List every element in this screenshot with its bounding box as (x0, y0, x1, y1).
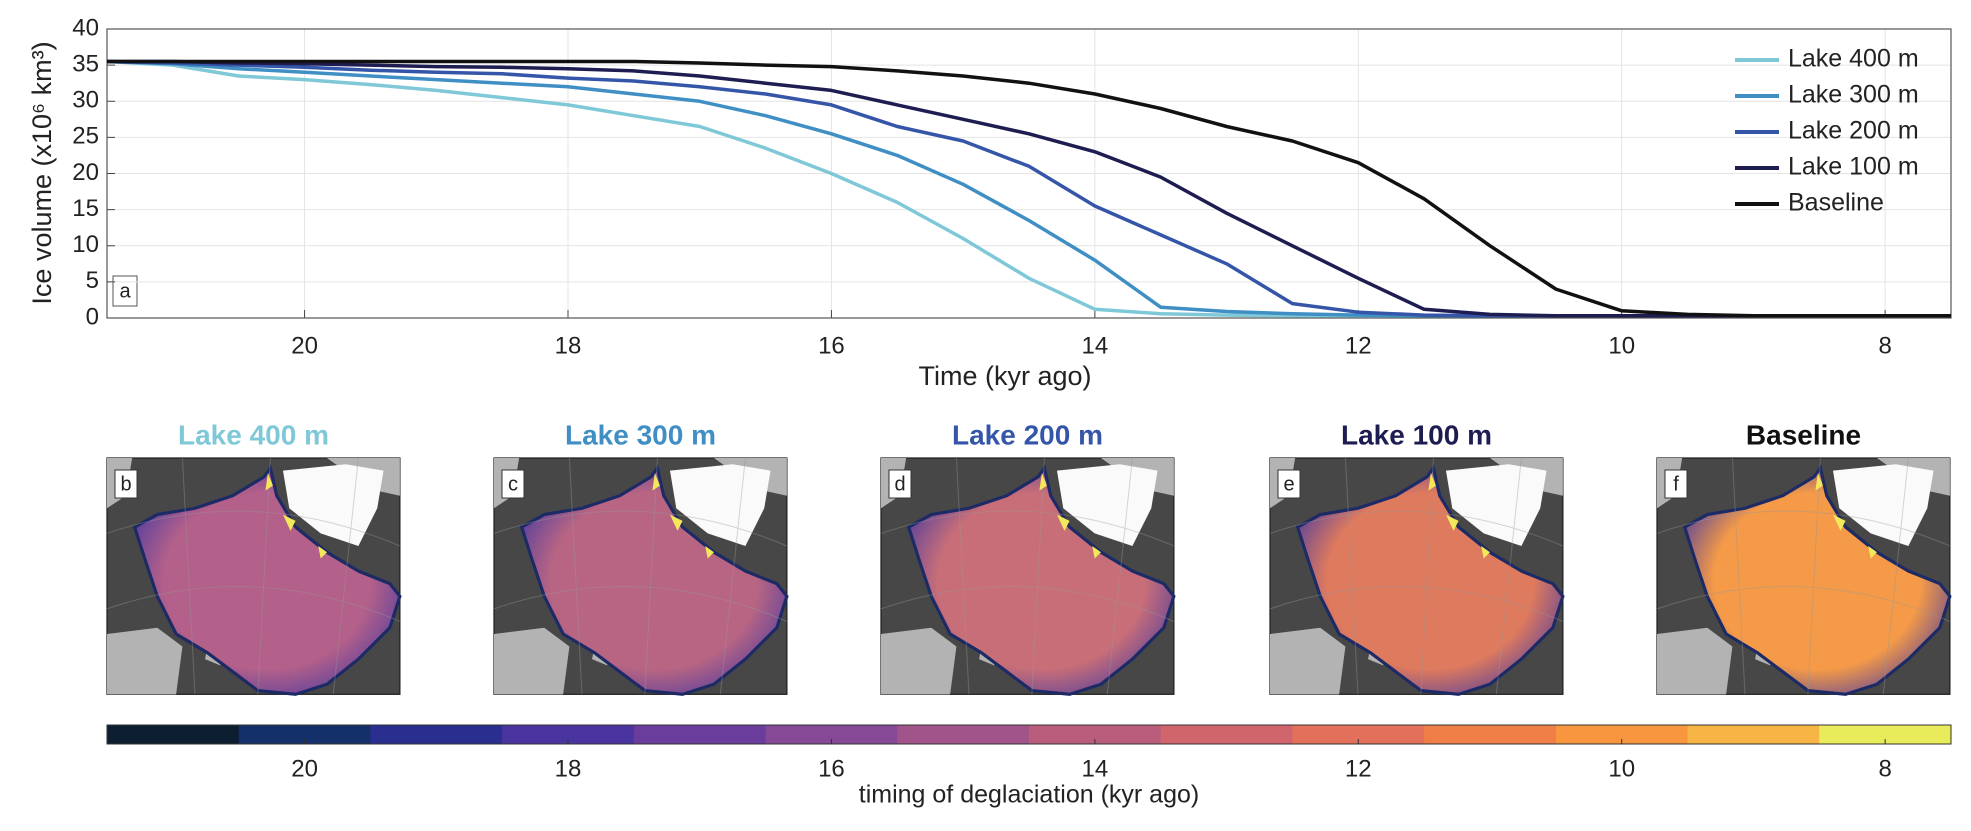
panel-label: a (119, 280, 131, 302)
x-tick-label: 14 (1082, 332, 1109, 359)
map-letter: b (120, 473, 131, 495)
colorbar-segment (897, 725, 1030, 744)
ice-sheet (1295, 464, 1565, 696)
x-tick-label: 16 (818, 332, 845, 359)
map-title: Lake 200 m (952, 419, 1103, 450)
y-tick-label: 0 (86, 303, 99, 330)
map-letter-box (1664, 469, 1688, 499)
colorbar-frame (106, 724, 1952, 745)
colorbar-tick-label: 10 (1608, 755, 1635, 782)
map-letter-box (888, 469, 912, 499)
colorbar-tick-label: 12 (1345, 755, 1372, 782)
greenland (1445, 464, 1547, 546)
colorbar-segment (765, 725, 898, 744)
x-tick-label: 18 (555, 332, 582, 359)
graticule (493, 457, 788, 695)
series-line (107, 59, 1951, 318)
y-tick-label: 15 (72, 195, 99, 222)
greenland (669, 464, 771, 546)
colorbar-segment (1292, 725, 1425, 744)
colorbar-segment (1819, 725, 1952, 744)
x-tick-label: 10 (1608, 332, 1635, 359)
map-letter-box (114, 469, 138, 499)
ice-margin-yellow (265, 473, 327, 559)
y-tick-label: 40 (72, 14, 99, 41)
x-axis-label: Time (kyr ago) (918, 361, 1091, 391)
legend-label: Lake 400 m (1788, 45, 1919, 73)
graticule (1656, 457, 1951, 695)
greenland (1832, 464, 1934, 546)
map (880, 457, 1176, 696)
graticule (106, 457, 401, 695)
x-tick-label: 20 (291, 332, 318, 359)
colorbar-segment (1029, 725, 1162, 744)
map-title: Lake 100 m (1341, 419, 1492, 450)
colorbar-tick-label: 18 (555, 755, 582, 782)
map (493, 457, 789, 696)
colorbar-label: timing of deglaciation (kyr ago) (859, 781, 1199, 809)
legend-label: Lake 100 m (1788, 153, 1919, 181)
colorbar-segment (502, 725, 635, 744)
map-title: Baseline (1746, 419, 1861, 450)
colorbar-segment (633, 725, 767, 744)
series-line (107, 59, 1951, 318)
ice-margin-yellow (1428, 473, 1490, 559)
legend-label: Lake 200 m (1788, 117, 1919, 145)
map-letter-box (1277, 469, 1301, 499)
map (106, 457, 402, 696)
colorbar-segment (238, 725, 371, 744)
legend-label: Baseline (1788, 189, 1884, 217)
graticule (880, 457, 1175, 695)
graticule (1269, 457, 1564, 695)
y-axis-label: Ice volume (x10⁶ km³) (27, 41, 57, 304)
legend-label: Lake 300 m (1788, 81, 1919, 109)
ice-sheet (906, 464, 1176, 696)
colorbar-segment (1555, 725, 1689, 744)
colorbar-tick-label: 8 (1878, 755, 1891, 782)
greenland (1056, 464, 1158, 546)
colorbar-tick-label: 16 (818, 755, 845, 782)
x-tick-label: 8 (1878, 332, 1891, 359)
ice-sheet (132, 464, 402, 696)
colorbar-segment (1687, 725, 1820, 744)
colorbar-tick-label: 14 (1082, 755, 1109, 782)
axes-frame (106, 28, 1952, 319)
y-tick-label: 20 (72, 159, 99, 186)
map-title: Lake 300 m (565, 419, 716, 450)
colorbar-segment (370, 725, 503, 744)
colorbar-segment (1160, 725, 1293, 744)
map-letter: f (1673, 473, 1679, 495)
colorbar-tick-label: 20 (291, 755, 318, 782)
map-title: Lake 400 m (178, 419, 329, 450)
map (1656, 457, 1952, 696)
map (1269, 457, 1565, 696)
x-tick-label: 12 (1345, 332, 1372, 359)
colorbar-segment (107, 725, 240, 744)
map-letter-box (501, 469, 525, 499)
panel-label-box (112, 275, 138, 307)
ice-sheet (519, 464, 789, 696)
y-tick-label: 5 (86, 267, 99, 294)
y-tick-label: 25 (72, 123, 99, 150)
map-letter: c (508, 473, 518, 495)
ice-margin-yellow (652, 473, 714, 559)
ice-margin-yellow (1815, 473, 1877, 559)
ice-margin-yellow (1039, 473, 1101, 559)
ice-sheet (1682, 464, 1952, 696)
map-letter: d (894, 473, 905, 495)
y-tick-label: 10 (72, 231, 99, 258)
greenland (282, 464, 384, 546)
colorbar-segment (1424, 725, 1557, 744)
map-letter: e (1283, 473, 1294, 495)
y-tick-label: 30 (72, 87, 99, 114)
y-tick-label: 35 (72, 50, 99, 77)
